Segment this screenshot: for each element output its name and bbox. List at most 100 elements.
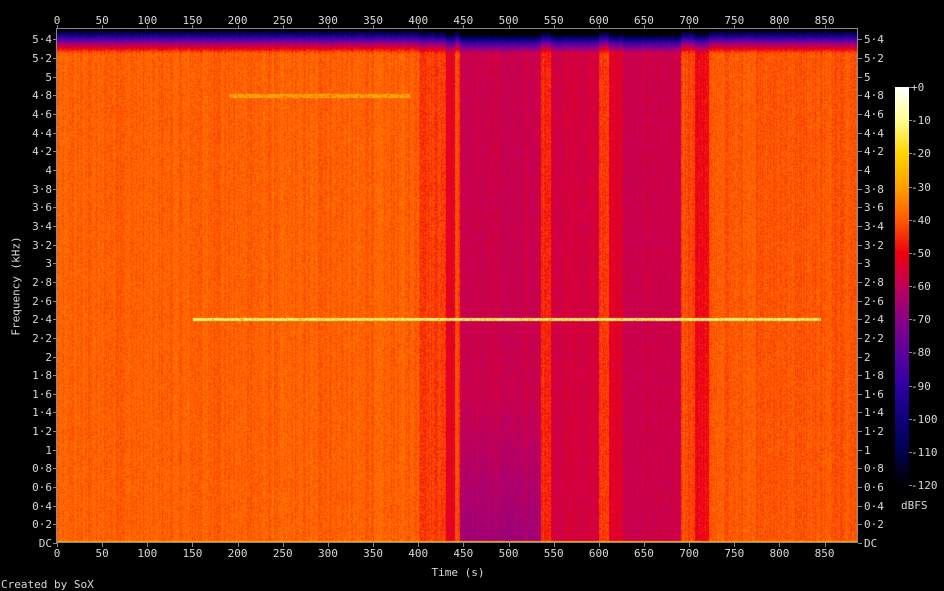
x-tick-mark-bottom — [237, 543, 239, 547]
x-tick-mark-bottom — [553, 543, 555, 547]
y-tick-mark-left — [53, 188, 57, 190]
x-tick-label-bottom: 350 — [363, 547, 383, 560]
x-tick-label-bottom: 200 — [227, 547, 248, 560]
x-tick-mark-bottom — [192, 543, 194, 547]
y-tick-mark-left — [53, 114, 57, 116]
y-tick-mark-right — [858, 300, 862, 302]
y-tick-mark-right — [858, 449, 862, 451]
y-tick-mark-left — [53, 468, 57, 470]
y-tick-mark-right — [858, 188, 862, 190]
y-tick-mark-left — [53, 263, 57, 265]
x-tick-label-bottom: 800 — [769, 547, 790, 560]
y-tick-label-right: 2·8 — [864, 275, 884, 289]
x-tick-label-bottom: 100 — [137, 547, 158, 560]
y-tick-label-right: 0·2 — [864, 518, 884, 532]
x-tick-label-bottom: 300 — [317, 547, 338, 560]
y-tick-label-right: 3·2 — [864, 238, 884, 252]
y-tick-mark-right — [858, 281, 862, 283]
x-tick-label-top: 100 — [137, 14, 158, 27]
x-tick-mark-top — [57, 25, 58, 29]
y-tick-mark-left — [53, 76, 57, 78]
y-tick-label-right: 4·8 — [864, 89, 884, 103]
y-tick-mark-right — [858, 431, 862, 433]
x-tick-mark-bottom — [824, 543, 826, 547]
y-tick-mark-left — [53, 170, 57, 172]
colorbar-tick-label: -30 — [911, 180, 931, 194]
y-tick-mark-left — [53, 39, 57, 41]
colorbar-tick-mark — [909, 87, 912, 88]
x-tick-mark-top — [192, 25, 194, 29]
y-tick-mark-left — [53, 487, 57, 489]
x-tick-mark-top — [689, 25, 691, 29]
colorbar-tick-label: +0 — [911, 81, 925, 94]
y-tick-label-left: 2·8 — [32, 275, 52, 289]
y-tick-mark-right — [858, 207, 862, 209]
y-tick-label-left: 1·8 — [32, 369, 52, 383]
y-tick-mark-right — [858, 76, 862, 78]
y-tick-label-left: 0·4 — [32, 499, 52, 513]
colorbar-tick-label: -110 — [911, 445, 938, 459]
y-tick-label-left: 5·2 — [32, 52, 52, 66]
y-tick-mark-left — [53, 337, 57, 339]
y-tick-mark-left — [53, 225, 57, 227]
y-tick-mark-left — [53, 244, 57, 246]
colorbar-tick-mark — [909, 252, 912, 254]
x-tick-mark-top — [102, 25, 104, 29]
y-tick-label-left: DC — [38, 537, 52, 550]
y-tick-label-left: 0·8 — [32, 462, 52, 476]
x-tick-label-top: 300 — [317, 14, 338, 27]
colorbar-label: dBFS — [901, 499, 928, 512]
y-tick-label-right: 1 — [864, 443, 871, 457]
x-tick-mark-top — [327, 25, 329, 29]
y-tick-label-left: 3·4 — [32, 219, 52, 233]
y-tick-mark-left — [53, 58, 57, 60]
y-tick-mark-right — [858, 151, 862, 153]
colorbar-tick-label: -10 — [911, 114, 931, 128]
y-tick-label-left: 0·6 — [32, 481, 52, 495]
y-tick-mark-right — [858, 170, 862, 172]
x-tick-mark-top — [779, 25, 781, 29]
y-tick-label-left: 1·2 — [32, 425, 52, 439]
colorbar-tick-label: -60 — [911, 280, 931, 293]
x-tick-label-bottom: 500 — [498, 547, 519, 560]
y-tick-mark-right — [858, 319, 862, 321]
y-tick-label-left: 1·4 — [32, 406, 52, 420]
credit-text: Created by SoX — [1, 578, 94, 591]
colorbar-tick-label: -80 — [911, 346, 931, 360]
y-tick-label-left: 4·2 — [32, 145, 52, 159]
x-tick-label-top: 0 — [53, 14, 61, 27]
y-tick-label-left: 4·4 — [32, 126, 52, 140]
x-tick-mark-bottom — [779, 543, 781, 547]
y-tick-label-left: 4 — [45, 164, 52, 178]
colorbar-tick-mark — [909, 286, 912, 287]
spectrogram-heatmap — [57, 29, 858, 543]
y-tick-label-left: 3 — [45, 257, 52, 271]
x-tick-label-top: 200 — [227, 14, 248, 27]
y-tick-label-right: 2·2 — [864, 331, 884, 345]
y-tick-label-right: 4·4 — [864, 126, 884, 140]
colorbar-tick-mark — [909, 385, 912, 387]
y-tick-label-right: 4 — [864, 164, 871, 178]
colorbar-tick-label: -100 — [911, 412, 938, 426]
x-tick-label-bottom: 400 — [408, 547, 429, 560]
y-tick-label-right: 0·8 — [864, 462, 884, 476]
x-tick-mark-bottom — [327, 543, 329, 547]
x-tick-label-top: 350 — [363, 14, 383, 27]
x-tick-mark-bottom — [508, 543, 510, 547]
x-tick-mark-top — [463, 25, 465, 29]
x-tick-label-top: 750 — [724, 14, 745, 27]
y-tick-mark-right — [858, 505, 862, 507]
y-tick-label-right: 1·2 — [864, 425, 884, 439]
colorbar — [895, 87, 909, 486]
x-tick-label-top: 600 — [588, 14, 609, 27]
colorbar-tick-mark — [909, 219, 912, 221]
y-tick-label-right: 4·2 — [864, 145, 884, 159]
y-tick-mark-left — [53, 281, 57, 283]
colorbar-tick-label: -20 — [911, 147, 931, 161]
y-tick-label-left: 3·6 — [32, 201, 52, 215]
y-tick-label-left: 3·8 — [32, 182, 52, 196]
y-tick-mark-left — [53, 207, 57, 209]
x-tick-mark-bottom — [102, 543, 104, 547]
y-tick-label-left: 5 — [45, 70, 52, 84]
x-tick-label-bottom: 0 — [53, 547, 61, 560]
